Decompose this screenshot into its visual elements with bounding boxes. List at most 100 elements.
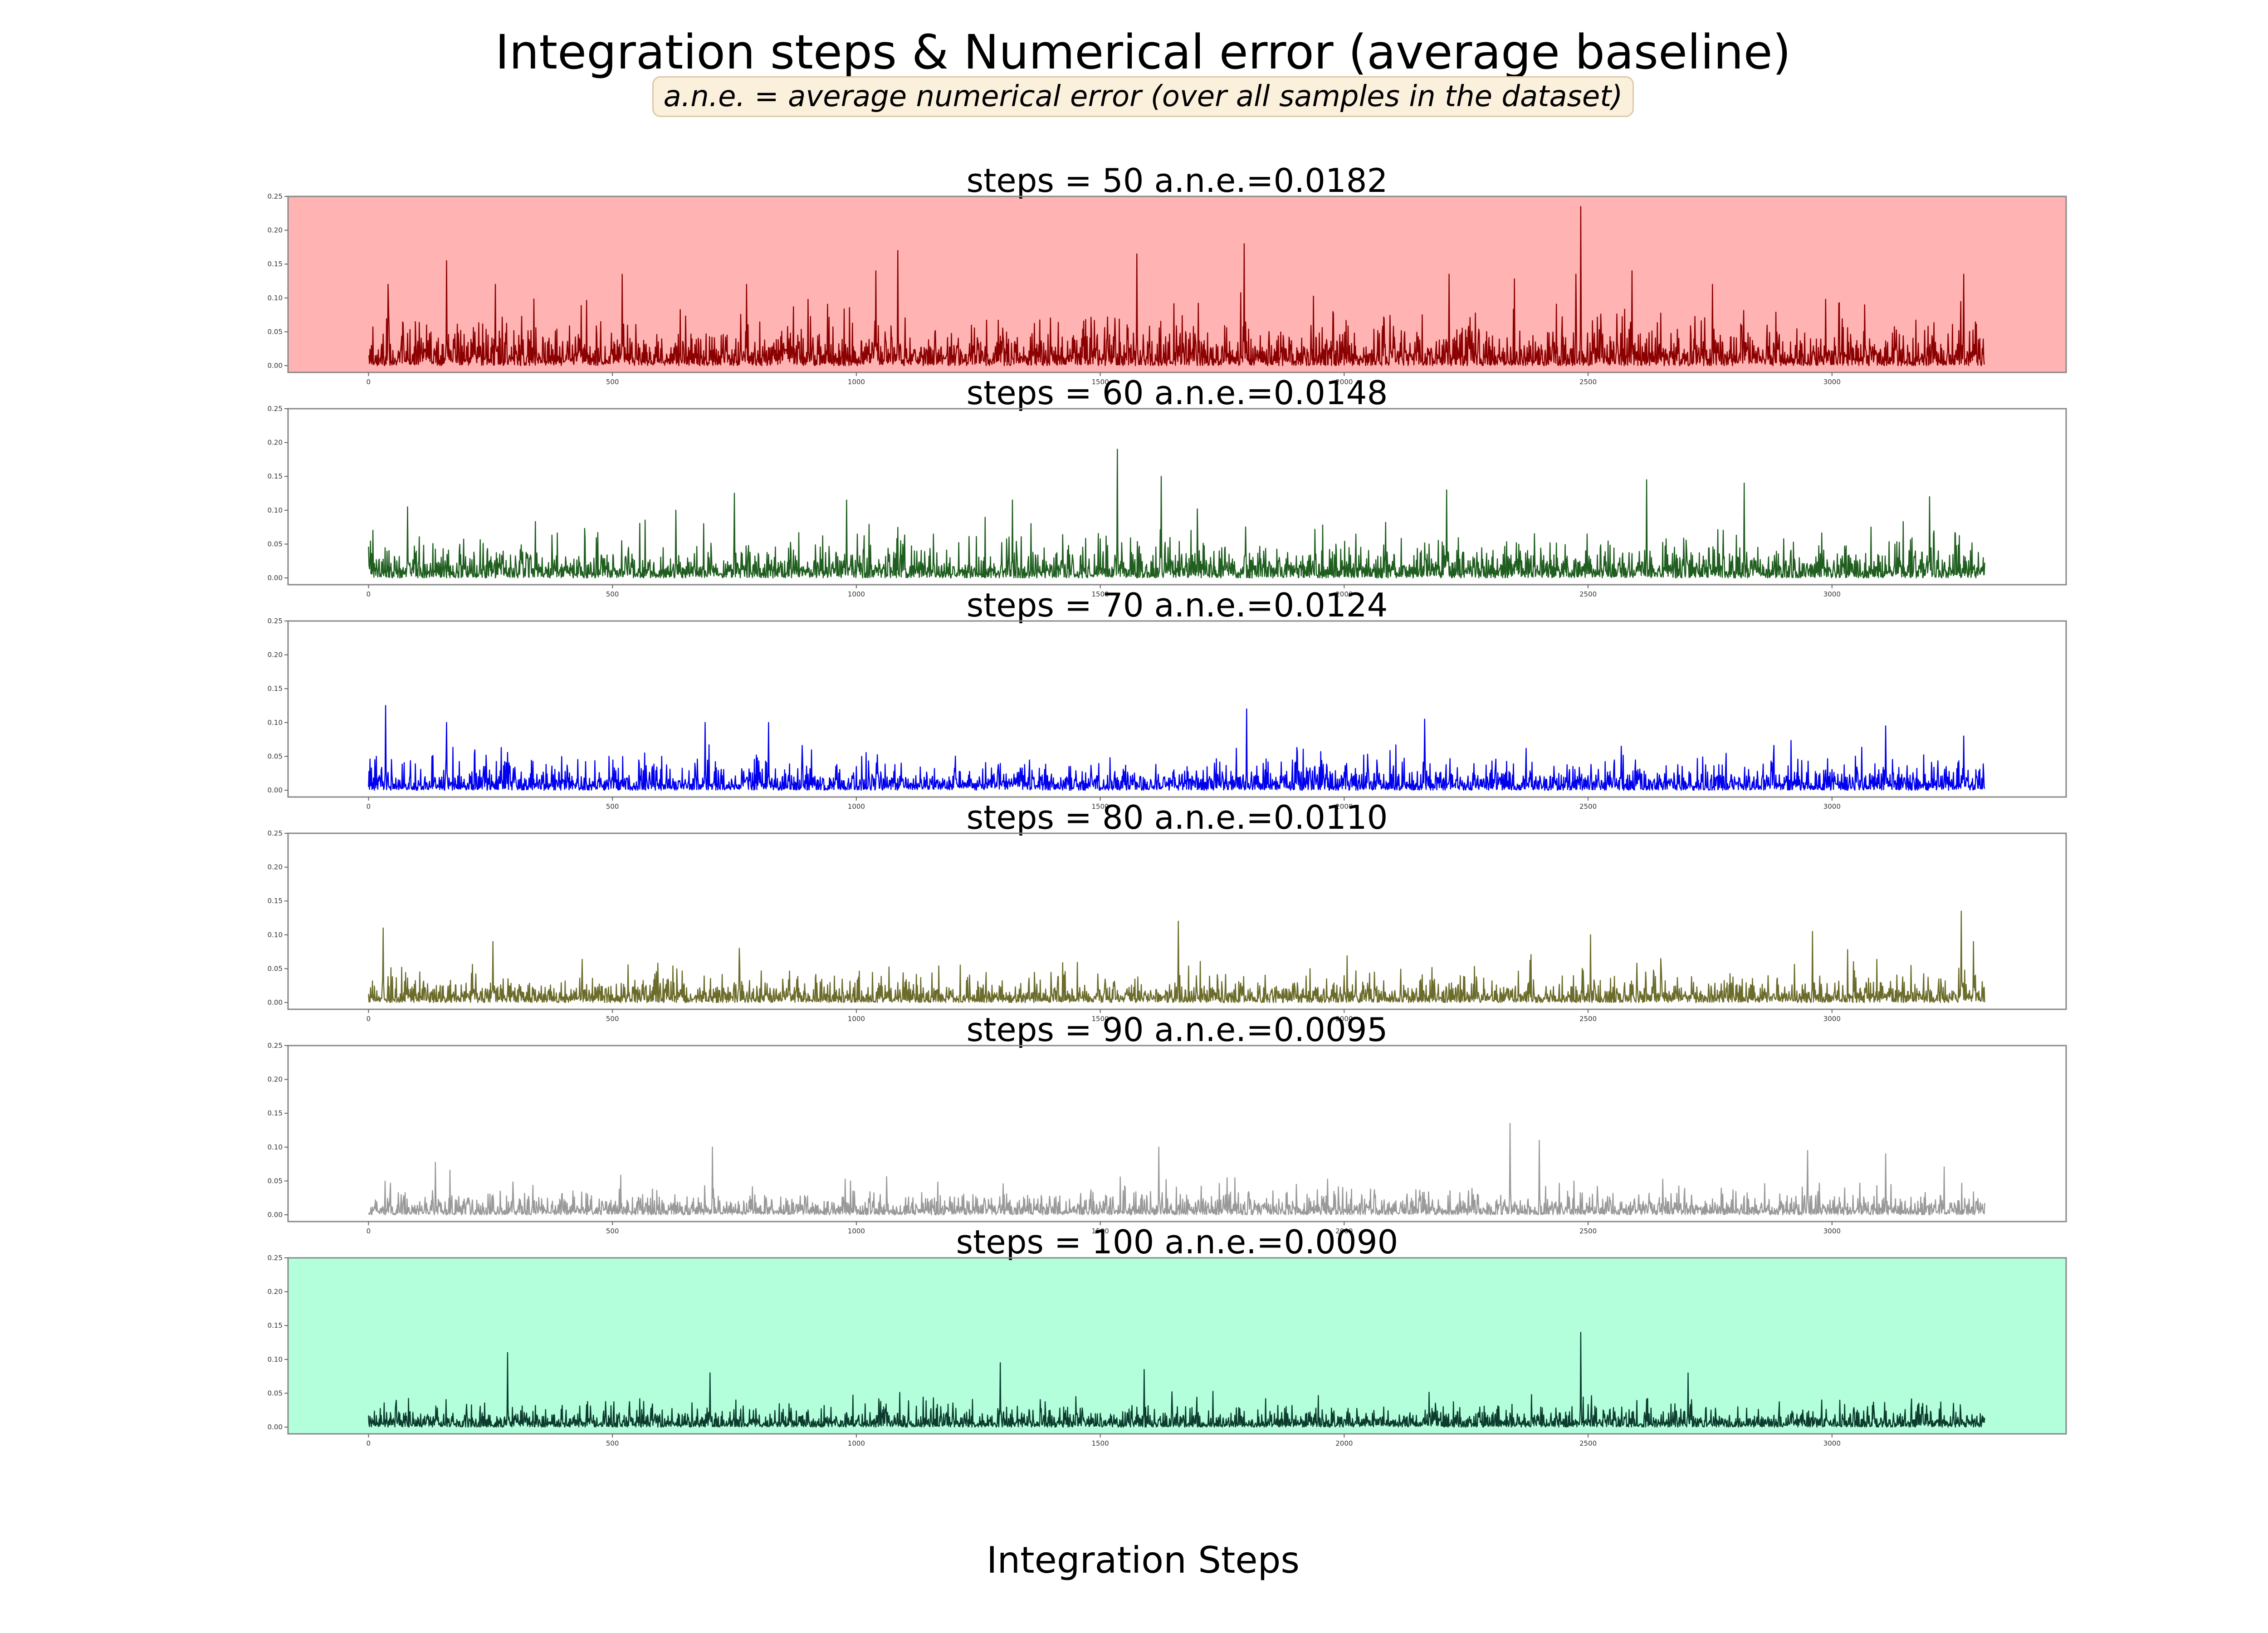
y-tick-label: 0.10 — [268, 931, 283, 939]
series-line — [368, 705, 1985, 791]
x-tick-label: 2500 — [1579, 378, 1597, 386]
y-tick-label: 0.10 — [268, 1143, 283, 1151]
y-tick-label: 0.05 — [268, 752, 283, 760]
x-tick-label: 500 — [606, 1439, 619, 1447]
x-tick-label: 2500 — [1579, 802, 1597, 811]
subplot-title: steps = 60 a.n.e.=0.0148 — [967, 374, 1388, 412]
x-tick-label: 500 — [606, 590, 619, 598]
y-tick-label: 0.10 — [268, 719, 283, 727]
subplot-80: steps = 80 a.n.e.=0.0110 0.00 0.05 0.10 0.15… — [268, 798, 2067, 1023]
x-tick-label: 3000 — [1823, 1227, 1841, 1235]
subplot-frame — [287, 408, 2067, 586]
subplot-background — [288, 1258, 2066, 1434]
subplot-60: steps = 60 a.n.e.=0.0148 0.00 0.05 0.10 0.15… — [268, 374, 2067, 598]
x-tick-label: 2500 — [1579, 1015, 1597, 1023]
y-tick-label: 0.25 — [268, 1254, 283, 1262]
x-tick-label: 1500 — [1092, 590, 1109, 598]
y-tick-label: 0.05 — [268, 1177, 283, 1185]
x-tick-label: 0 — [367, 378, 371, 386]
y-tick-label: 0.20 — [268, 651, 283, 659]
x-tick-label: 0 — [367, 1015, 371, 1023]
x-tick-label: 2500 — [1579, 1439, 1597, 1447]
subplot-50: steps = 50 a.n.e.=0.0182 0.00 0.05 0.10 0.15… — [268, 161, 2067, 386]
subplot-frame — [287, 1257, 2067, 1435]
x-tick-label: 2000 — [1335, 1439, 1353, 1447]
y-tick-label: 0.00 — [268, 362, 283, 370]
y-tick-label: 0.00 — [268, 786, 283, 794]
x-tick-label: 1500 — [1092, 802, 1109, 811]
y-tick-label: 0.05 — [268, 540, 283, 548]
x-tick-label: 0 — [367, 1227, 371, 1235]
series-line — [368, 1332, 1985, 1428]
x-tick-label: 1000 — [848, 1439, 865, 1447]
y-tick-label: 0.05 — [268, 328, 283, 336]
y-tick-label: 0.15 — [268, 472, 283, 480]
y-tick-label: 0.15 — [268, 1109, 283, 1117]
x-tick-label: 1500 — [1092, 1015, 1109, 1023]
y-tick-label: 0.15 — [268, 684, 283, 693]
x-tick-label: 500 — [606, 1015, 619, 1023]
x-tick-label: 3000 — [1823, 1015, 1841, 1023]
x-tick-label: 500 — [606, 802, 619, 811]
x-tick-label: 1500 — [1092, 1439, 1109, 1447]
x-tick-label: 3000 — [1823, 590, 1841, 598]
x-tick-label: 3000 — [1823, 1439, 1841, 1447]
subplot-title: steps = 100 a.n.e.=0.0090 — [956, 1223, 1398, 1261]
y-tick-label: 0.10 — [268, 294, 283, 302]
series-line — [368, 449, 1985, 579]
y-tick-label: 0.25 — [268, 1041, 283, 1050]
subplot-90: steps = 90 a.n.e.=0.0095 0.00 0.05 0.10 0.15… — [268, 1011, 2067, 1235]
y-tick-label: 0.20 — [268, 439, 283, 447]
subtitle-box: a.n.e. = average numerical error (over a… — [0, 76, 2268, 117]
x-tick-label: 2000 — [1335, 1227, 1353, 1235]
x-tick-label: 500 — [606, 1227, 619, 1235]
x-tick-label: 1000 — [848, 590, 865, 598]
subplot-title: steps = 90 a.n.e.=0.0095 — [967, 1011, 1388, 1049]
subplot-background — [288, 621, 2066, 797]
x-tick-label: 2000 — [1335, 378, 1353, 386]
subplot-frame — [287, 620, 2067, 798]
x-tick-label: 2000 — [1335, 1015, 1353, 1023]
series-line — [368, 910, 1985, 1003]
figure-subtitle: a.n.e. = average numerical error (over a… — [652, 76, 1634, 117]
x-tick-label: 500 — [606, 378, 619, 386]
subplot-frame — [287, 1045, 2067, 1222]
y-tick-label: 0.10 — [268, 506, 283, 514]
x-tick-label: 0 — [367, 590, 371, 598]
subplot-title: steps = 50 a.n.e.=0.0182 — [967, 161, 1388, 200]
y-tick-label: 0.20 — [268, 1288, 283, 1296]
subplot-background — [288, 833, 2066, 1009]
y-tick-label: 0.10 — [268, 1355, 283, 1364]
subplot-title: steps = 70 a.n.e.=0.0124 — [967, 586, 1388, 624]
subplot-70: steps = 70 a.n.e.=0.0124 0.00 0.05 0.10 0.15… — [268, 586, 2067, 811]
subplot-frame — [287, 832, 2067, 1010]
x-tick-label: 1000 — [848, 378, 865, 386]
y-tick-label: 0.05 — [268, 964, 283, 973]
y-tick-label: 0.15 — [268, 897, 283, 905]
y-tick-label: 0.20 — [268, 863, 283, 871]
x-tick-label: 3000 — [1823, 802, 1841, 811]
y-tick-label: 0.25 — [268, 192, 283, 200]
y-tick-label: 0.25 — [268, 829, 283, 837]
y-tick-label: 0.05 — [268, 1389, 283, 1397]
x-tick-label: 1000 — [848, 1015, 865, 1023]
x-tick-label: 2000 — [1335, 802, 1353, 811]
y-tick-label: 0.15 — [268, 260, 283, 268]
subplot-background — [288, 1046, 2066, 1222]
subplot-title: steps = 80 a.n.e.=0.0110 — [967, 798, 1388, 836]
y-tick-label: 0.00 — [268, 574, 283, 582]
subplot-frame — [287, 196, 2067, 373]
y-tick-label: 0.00 — [268, 1423, 283, 1431]
x-tick-label: 1000 — [848, 802, 865, 811]
y-tick-label: 0.00 — [268, 998, 283, 1007]
figure-title: Integration steps & Numerical error (ave… — [495, 24, 1791, 80]
x-tick-label: 1500 — [1092, 378, 1109, 386]
x-tick-label: 0 — [367, 1439, 371, 1447]
series-line — [368, 206, 1985, 367]
x-tick-label: 1500 — [1092, 1227, 1109, 1235]
x-tick-label: 0 — [367, 802, 371, 811]
subplot-100: steps = 100 a.n.e.=0.0090 0.00 0.05 0.10 0.1… — [268, 1223, 2067, 1447]
x-tick-label: 2500 — [1579, 1227, 1597, 1235]
y-tick-label: 0.00 — [268, 1211, 283, 1219]
